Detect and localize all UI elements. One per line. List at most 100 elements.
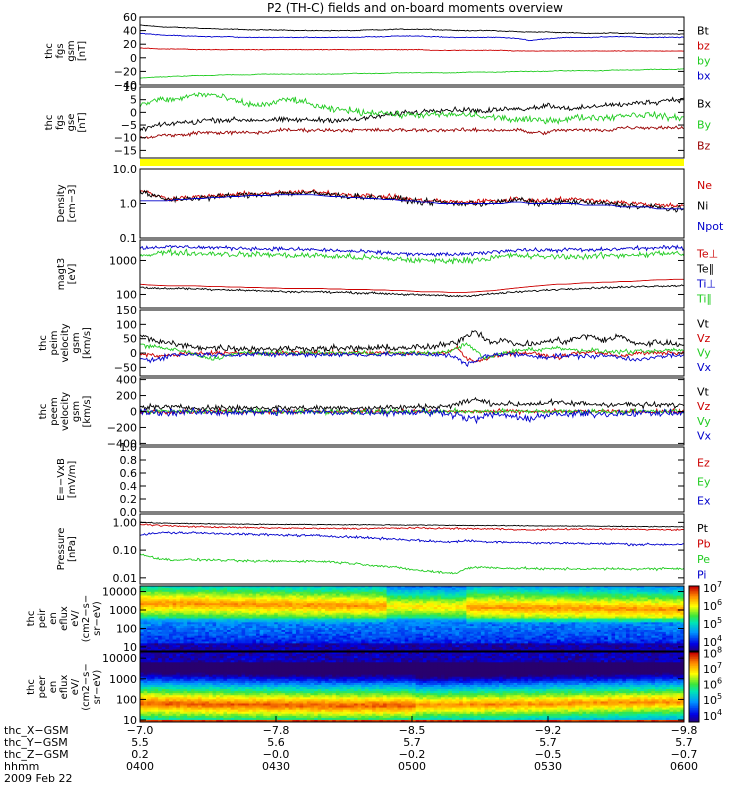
series-line	[139, 521, 685, 528]
x-tick-label: −9.8	[671, 724, 698, 737]
y-axis-label: thc	[44, 115, 55, 131]
legend-Vz: Vz	[697, 400, 711, 413]
y-tick-label: 1.00	[113, 516, 138, 529]
y-tick-label: 0.8	[120, 454, 138, 467]
colorbar-tick-label: 107	[703, 580, 722, 595]
series-line	[139, 244, 685, 258]
y-axis-label: (cm2−s−	[81, 663, 92, 710]
y-tick-label: 10.0	[113, 163, 138, 176]
series-line	[139, 125, 685, 140]
y-tick-label: −200	[107, 421, 137, 434]
series-line	[139, 247, 685, 265]
y-axis-label: Density	[56, 184, 67, 222]
y-tick-label: 1000	[109, 254, 137, 267]
chart-title: P2 (TH-C) fields and on-board moments ov…	[267, 1, 563, 15]
colorbar-tick-label: 105	[703, 616, 722, 631]
heatmap-10	[140, 652, 685, 723]
y-tick-label: −20	[114, 65, 137, 78]
y-axis-label: thc	[26, 679, 37, 695]
y-tick-label: 100	[116, 693, 137, 706]
legend-Vx: Vx	[697, 430, 712, 443]
panel-frame	[139, 239, 685, 309]
series-line	[139, 189, 685, 209]
y-axis-label: sr−eV)	[92, 670, 103, 705]
y-tick-label: 0.1	[120, 232, 138, 245]
y-tick-label: −15	[114, 144, 137, 157]
y-tick-label: 0.2	[120, 493, 138, 506]
y-tick-label: 100	[116, 288, 137, 301]
y-axis-label: thc	[38, 404, 49, 420]
series-line	[139, 330, 685, 355]
x-row-label: thc_Y−GSM	[4, 736, 68, 749]
y-tick-label: 1000	[109, 673, 137, 686]
y-axis-label: fgs	[55, 43, 66, 58]
legend-Vy: Vy	[697, 346, 711, 359]
series-line	[139, 96, 685, 133]
panel-8: 1.00 0.10 0.01 Pressure [nPa] Pt Pb Pe Pi	[56, 513, 711, 585]
y-tick-label: 0.01	[113, 572, 138, 585]
x-row-label: 2009 Feb 22	[4, 772, 72, 785]
panel-4: 1000 100 magt3 [eV] Te⊥ Te∥ Ti⊥ Ti∥	[56, 239, 718, 309]
y-axis-label: peim	[49, 330, 60, 355]
heatmap-9	[140, 586, 685, 652]
series-line	[139, 189, 685, 213]
x-tick-label: 0.2	[131, 748, 149, 761]
legend-Vt: Vt	[697, 317, 710, 330]
y-axis-label: eflux	[59, 606, 70, 631]
panel-2	[140, 159, 684, 166]
x-tick-label: 0430	[262, 760, 290, 773]
x-tick-label: 0600	[670, 760, 698, 773]
y-axis-label: [mV/m]	[67, 461, 78, 499]
y-tick-label: −50	[114, 361, 137, 374]
y-tick-label: 1.0	[120, 198, 138, 211]
legend-Te∥: Te∥	[696, 263, 714, 276]
series-line	[139, 553, 685, 575]
x-tick-label: 5.7	[675, 736, 693, 749]
series-line	[139, 523, 685, 532]
legend-Pt: Pt	[697, 522, 709, 535]
colorbar-tick-label: 107	[703, 661, 722, 676]
y-tick-label: 0.0	[120, 506, 138, 519]
series-line	[139, 407, 685, 425]
x-tick-label: −7.8	[263, 724, 290, 737]
y-axis-label: magt3	[56, 258, 67, 291]
legend-Ti⊥: Ti⊥	[696, 278, 716, 291]
x-tick-label: 0530	[534, 760, 562, 773]
y-tick-label: 1000	[109, 604, 137, 617]
y-axis-label: thc	[44, 43, 55, 59]
y-axis-label: thc	[26, 611, 37, 627]
x-tick-label: −0.2	[399, 748, 426, 761]
legend-Ne: Ne	[697, 179, 712, 192]
legend-Bz: Bz	[697, 140, 711, 153]
y-tick-label: 0.10	[113, 544, 138, 557]
y-tick-label: 5	[130, 94, 137, 107]
legend-Ti∥: Ti∥	[696, 293, 712, 306]
colorbar-tick-label: 105	[703, 692, 722, 707]
y-tick-label: 150	[116, 304, 137, 317]
series-line	[139, 278, 684, 293]
x-row-label: thc_Z−GSM	[4, 748, 69, 761]
y-axis-label: eV/	[70, 678, 81, 695]
y-tick-label: 10	[123, 714, 137, 727]
legend-Bt: Bt	[697, 25, 710, 38]
y-tick-label: 0	[130, 52, 137, 65]
series-line	[140, 194, 684, 210]
series-line	[139, 531, 685, 547]
panel-7: 1.00.80.60.40.20.0 E=−VxB [mV/m] Ez Ey Ex	[56, 441, 711, 519]
legend-Pb: Pb	[697, 537, 711, 550]
y-axis-label: fgs	[55, 115, 66, 130]
y-axis-label: en	[48, 612, 59, 625]
y-axis-label: [km/s]	[82, 395, 93, 427]
y-axis-label: gse	[66, 114, 77, 132]
y-tick-label: 0	[130, 406, 137, 419]
y-tick-label: 200	[116, 390, 137, 403]
series-line	[139, 24, 685, 35]
x-tick-label: −0.7	[671, 748, 698, 761]
legend-Ex: Ex	[697, 495, 711, 508]
x-tick-label: −0.0	[263, 748, 290, 761]
y-axis-label: [km/s]	[82, 327, 93, 359]
x-tick-label: 0500	[398, 760, 426, 773]
